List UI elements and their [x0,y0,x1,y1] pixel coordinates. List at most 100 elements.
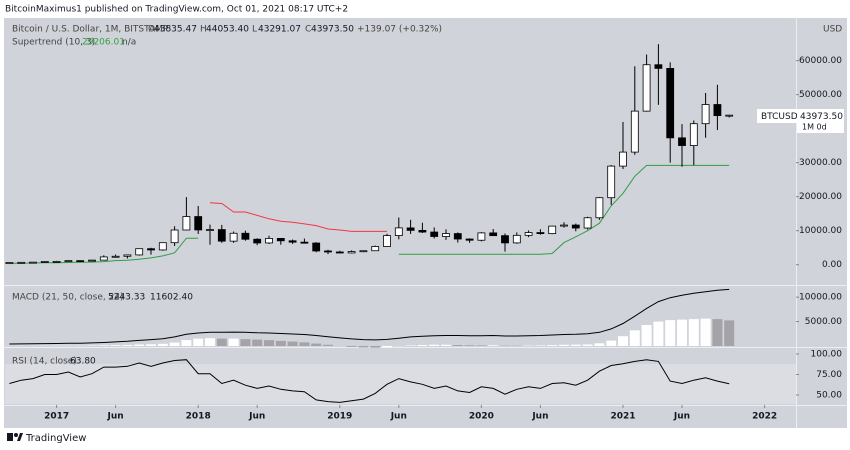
candle-body [111,255,120,258]
y-tick-label: 10000.00 [799,226,842,236]
candle-body [194,216,203,231]
candle-body [312,242,321,252]
y-tick-label: 75.00 [816,370,842,380]
macd-histogram-bar [323,344,333,346]
symbol-title: Bitcoin / U.S. Dollar, 1M, BITSTAMP [12,25,169,35]
candle-body [147,248,155,251]
y-tick-label: 50.00 [816,390,842,400]
candle-body [241,232,250,240]
price-value-box [797,109,844,133]
macd-histogram-bar [228,338,239,346]
macd-histogram-bar [134,344,145,346]
macd-histogram-bar [382,345,392,348]
macd-histogram-bar [370,345,381,348]
x-tick-label: Jun [390,412,407,422]
macd-histogram-bar [429,344,440,346]
candle-body [453,233,462,240]
candle-body [666,68,675,139]
ohlc-label: C [305,25,311,35]
rsi-band [5,364,796,404]
logo-part [17,433,23,441]
macd-hist-value: 5243.33 [108,293,145,303]
rsi-title: RSI (14, close) [12,357,77,367]
candle-body [571,224,580,229]
candle-body [701,104,710,125]
candle-body [229,232,238,242]
macd-histogram-bar [275,340,286,346]
candle-body [347,251,356,254]
indicator-value: 29206.01 [82,38,125,48]
macd-histogram-bar [677,319,687,346]
candle-body [383,235,391,247]
candle-body [52,261,61,263]
ohlc-value: 44053.40 [206,25,249,35]
macd-line [9,288,730,345]
candle-body [536,232,545,235]
ohlc-label: H [200,25,207,35]
y-tick-label: 100.00 [811,349,843,359]
macd-histogram-bar [358,345,369,348]
candle-body [76,260,85,263]
supertrend-line [209,202,387,232]
candle-body [135,248,144,256]
candle-body [524,232,533,236]
supertrend-line [9,164,730,264]
x-tick-label: Jun [107,412,124,422]
candle-body [430,231,439,237]
macd-histogram-bar [240,339,251,346]
ohlc-label: L [252,25,257,35]
candle-body [182,216,191,231]
candle-body [595,197,604,219]
y-tick-label: 5000.00 [805,317,842,327]
y-tick-label: 0.00 [822,260,842,270]
macd-histogram-bar [287,341,298,346]
x-tick-label: Jun [531,412,548,422]
macd-histogram-bar [559,344,569,346]
x-tick-label: Jun [248,412,265,422]
candle-body [512,234,521,244]
macd-histogram-bar [724,320,735,346]
x-tick-label: 2021 [610,412,635,422]
publish-info: BitcoinMaximus1 published on TradingView… [5,5,348,15]
logo [7,433,23,441]
indicator-name: Supertrend (10, 3) [12,38,95,48]
macd-histogram-bar [629,330,640,346]
y-tick-label: 30000.00 [799,158,842,168]
macd-histogram-bar [252,339,263,346]
x-tick-label: 2022 [752,412,777,422]
logo-part [7,433,13,441]
candle-body [654,64,663,69]
y-tick-label: 10000.00 [799,293,842,303]
macd-histogram-bar [264,340,274,346]
macd-histogram-bar [311,343,322,346]
candle-body [170,229,179,244]
candle-body [442,233,450,237]
candle-body [217,229,226,242]
candle-body [40,261,49,263]
price-interval: 1M 0d [802,123,827,132]
candle-body [630,110,639,153]
x-tick-label: Jun [673,412,690,422]
ohlc-value: 43835.47 [154,25,197,35]
macd-histogram-bar [299,342,310,346]
y-tick-label: 50000.00 [799,90,842,100]
macd-histogram-bar [653,321,664,346]
x-tick-label: 2020 [469,412,494,422]
candle-body [477,232,486,241]
candle-body [583,217,592,229]
macd-histogram-bar [594,343,605,346]
x-tick-label: 2018 [186,412,211,422]
candle-body [158,242,167,251]
macd-histogram-bar [488,345,499,346]
macd-histogram-bar [110,345,121,346]
candle-body [548,225,557,235]
price-symbol: BTCUSD [761,112,798,122]
macd-histogram-bar [193,338,204,346]
macd-histogram-bar [181,340,192,346]
candle-body [501,235,509,244]
rsi-value: 63.80 [70,357,96,367]
candle-body [206,229,214,231]
price-value: 43973.50 [800,112,843,122]
candle-body [99,256,108,261]
